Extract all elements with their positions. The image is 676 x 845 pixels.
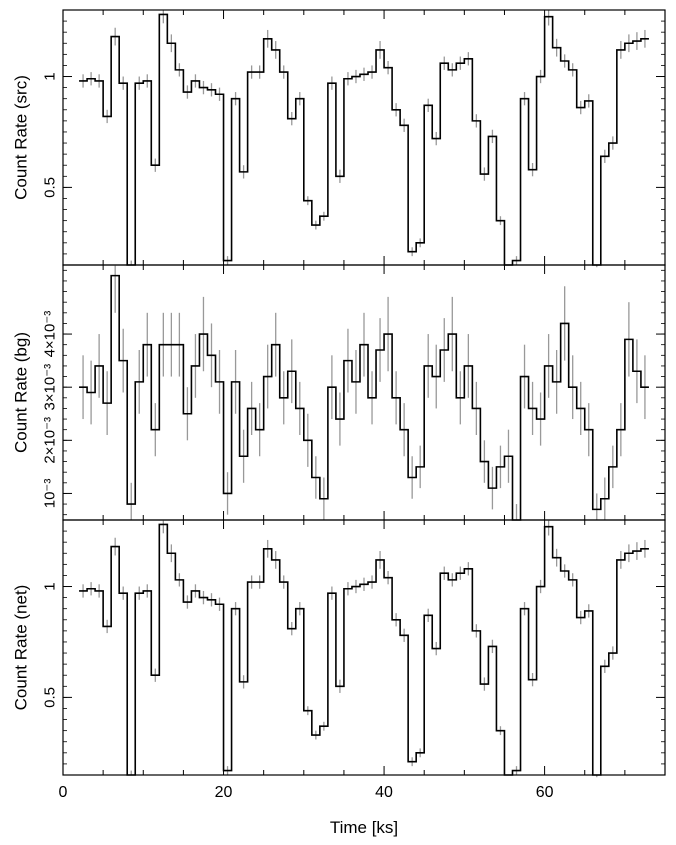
y-tick-label: 4×10⁻³: [42, 311, 59, 358]
panel-1: 0.5 1 Count Rate (src): [12, 9, 666, 268]
y-axis-label: Count Rate (net): [12, 585, 31, 711]
x-tick-label: 60: [536, 784, 554, 801]
x-axis-label: Time [ks]: [330, 818, 398, 837]
panels-layer: 0.5 1 Count Rate (src) 10⁻³ 2×10⁻³ 3×10⁻³ 4×10…: [12, 9, 666, 801]
plot-frame: [62, 519, 666, 776]
step-line: [79, 13, 649, 266]
x-tick-label: 0: [59, 784, 68, 801]
panel-2: 10⁻³ 2×10⁻³ 3×10⁻³ 4×10⁻³ Count Rate (bg): [12, 264, 666, 521]
x-tick-label: 20: [215, 784, 233, 801]
y-tick-label: 1: [42, 582, 59, 590]
y-axis-label: Count Rate (src): [12, 75, 31, 200]
step-line: [79, 274, 649, 521]
y-tick-label: 0.5: [42, 687, 59, 708]
y-tick-label: 1: [42, 72, 59, 80]
y-axis-label: Count Rate (bg): [12, 332, 31, 453]
y-tick-label: 2×10⁻³: [42, 417, 59, 464]
x-tick-label: 40: [375, 784, 393, 801]
panel-3: 0.5 1 Count Rate (net): [12, 519, 666, 778]
plot-frame: [62, 264, 666, 521]
y-tick-label: 0.5: [42, 177, 59, 198]
y-tick-label: 3×10⁻³: [42, 364, 59, 411]
y-tick-label: 10⁻³: [42, 479, 59, 509]
plot-frame: [62, 9, 666, 266]
step-line: [79, 523, 649, 776]
